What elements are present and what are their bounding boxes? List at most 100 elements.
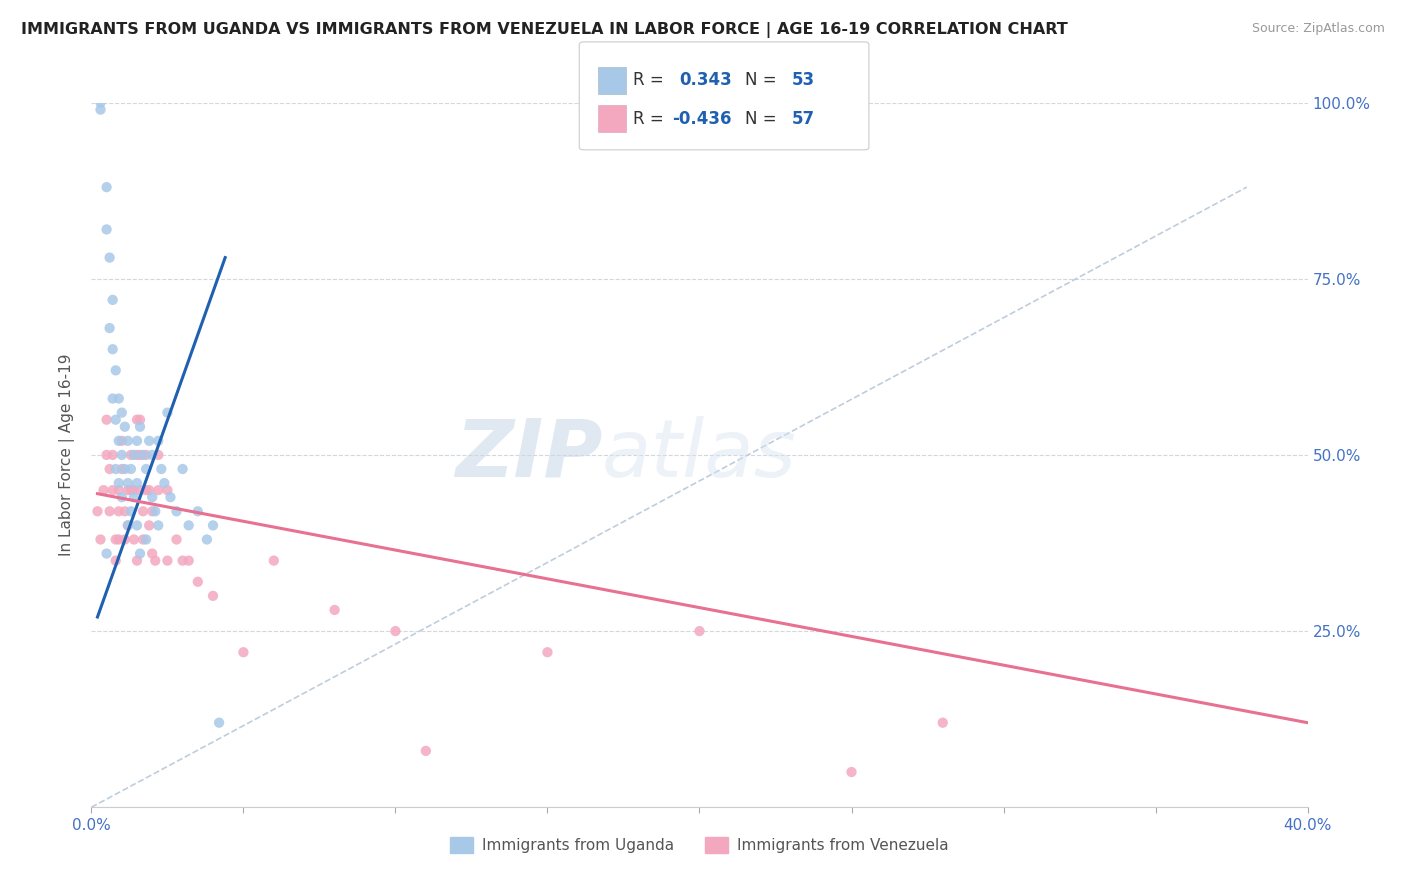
- Point: [125, 553, 148, 568]
- Point: [96, 448, 118, 462]
- Text: Source: ZipAtlas.com: Source: ZipAtlas.com: [1251, 22, 1385, 36]
- Point: [96, 412, 118, 427]
- Point: [138, 518, 160, 533]
- Point: [148, 434, 170, 448]
- Point: [135, 483, 157, 498]
- Point: [117, 434, 139, 448]
- Point: [120, 483, 142, 498]
- Point: [111, 490, 134, 504]
- Point: [143, 553, 166, 568]
- Point: [415, 744, 437, 758]
- Text: 57: 57: [792, 110, 814, 128]
- Text: -0.436: -0.436: [672, 110, 731, 128]
- Point: [132, 504, 155, 518]
- Point: [89, 103, 111, 117]
- Point: [132, 533, 155, 547]
- Point: [129, 448, 152, 462]
- Point: [125, 412, 148, 427]
- Point: [172, 462, 194, 476]
- Point: [101, 343, 124, 357]
- Point: [114, 504, 136, 518]
- Point: [107, 504, 129, 518]
- Point: [841, 765, 863, 780]
- Point: [141, 448, 163, 462]
- Point: [117, 476, 139, 491]
- Point: [89, 533, 111, 547]
- Point: [129, 483, 152, 498]
- Point: [202, 589, 225, 603]
- Point: [138, 483, 160, 498]
- Point: [166, 533, 188, 547]
- Point: [125, 434, 148, 448]
- Point: [129, 419, 152, 434]
- Point: [148, 518, 170, 533]
- Point: [536, 645, 558, 659]
- Point: [156, 483, 179, 498]
- Text: R =: R =: [633, 110, 664, 128]
- Point: [159, 490, 181, 504]
- Point: [122, 448, 145, 462]
- Point: [101, 293, 124, 307]
- Point: [104, 363, 127, 377]
- Point: [138, 434, 160, 448]
- Point: [166, 504, 188, 518]
- Point: [114, 419, 136, 434]
- Point: [208, 715, 231, 730]
- Point: [107, 483, 129, 498]
- Point: [122, 490, 145, 504]
- Point: [96, 547, 118, 561]
- Point: [96, 180, 118, 194]
- Point: [148, 483, 170, 498]
- Point: [117, 518, 139, 533]
- Point: [117, 483, 139, 498]
- Point: [125, 448, 148, 462]
- Point: [202, 518, 225, 533]
- Point: [688, 624, 710, 639]
- Text: N =: N =: [745, 71, 776, 89]
- Point: [104, 412, 127, 427]
- Point: [111, 406, 134, 420]
- Point: [156, 553, 179, 568]
- Point: [101, 392, 124, 406]
- Point: [135, 448, 157, 462]
- Point: [177, 518, 200, 533]
- Point: [104, 462, 127, 476]
- Point: [120, 504, 142, 518]
- Point: [101, 483, 124, 498]
- Text: ZIP: ZIP: [454, 416, 602, 494]
- Point: [107, 476, 129, 491]
- Point: [117, 518, 139, 533]
- Point: [111, 434, 134, 448]
- Text: R =: R =: [633, 71, 664, 89]
- Point: [177, 553, 200, 568]
- Point: [195, 533, 218, 547]
- Point: [107, 392, 129, 406]
- Point: [107, 434, 129, 448]
- Text: N =: N =: [745, 110, 776, 128]
- Text: IMMIGRANTS FROM UGANDA VS IMMIGRANTS FROM VENEZUELA IN LABOR FORCE | AGE 16-19 C: IMMIGRANTS FROM UGANDA VS IMMIGRANTS FRO…: [21, 22, 1067, 38]
- Point: [323, 603, 346, 617]
- Point: [187, 574, 209, 589]
- Point: [135, 533, 157, 547]
- Point: [263, 553, 285, 568]
- Point: [141, 504, 163, 518]
- Point: [931, 715, 953, 730]
- Point: [120, 448, 142, 462]
- Point: [156, 406, 179, 420]
- Point: [104, 553, 127, 568]
- Point: [96, 222, 118, 236]
- Point: [98, 504, 121, 518]
- Point: [150, 462, 173, 476]
- Point: [98, 321, 121, 335]
- Point: [153, 476, 176, 491]
- Point: [111, 462, 134, 476]
- Point: [104, 533, 127, 547]
- Point: [132, 448, 155, 462]
- Text: 0.343: 0.343: [679, 71, 733, 89]
- Point: [114, 462, 136, 476]
- Point: [122, 533, 145, 547]
- Point: [98, 251, 121, 265]
- Point: [120, 462, 142, 476]
- Point: [232, 645, 254, 659]
- Point: [384, 624, 406, 639]
